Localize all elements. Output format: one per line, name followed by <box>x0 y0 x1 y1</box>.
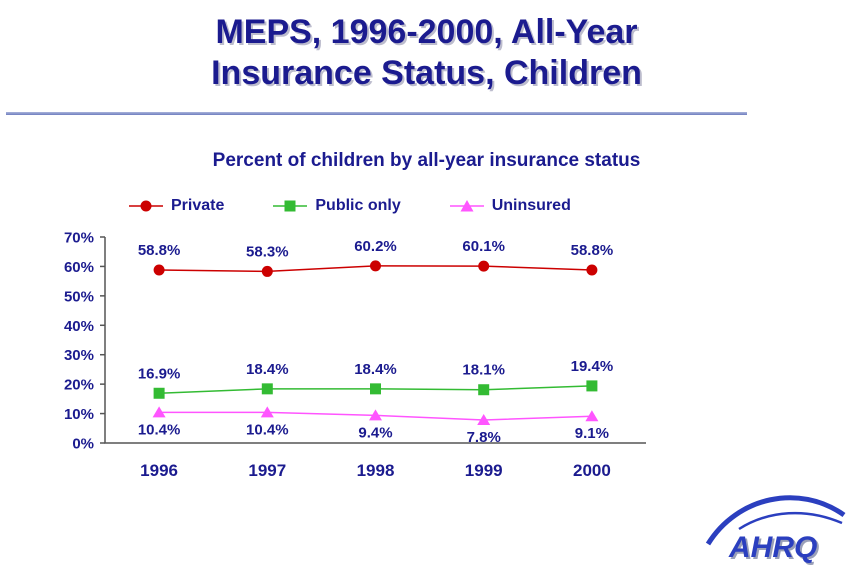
x-axis-label: 1996 <box>140 461 178 480</box>
ahrq-logo: AHRQ AHRQ <box>705 495 846 565</box>
data-label: 18.4% <box>246 361 289 378</box>
data-point <box>370 383 381 395</box>
logo-text: AHRQ <box>728 531 817 564</box>
y-axis-label: 30% <box>64 347 94 364</box>
logo-text-shadow: AHRQ <box>730 533 819 565</box>
series-line <box>159 385 592 395</box>
data-point <box>586 264 598 276</box>
x-axis-label: 2000 <box>573 461 611 480</box>
y-axis-label: 40% <box>64 318 94 335</box>
legend-item-public-only: Public only <box>272 197 401 215</box>
circle-marker-icon <box>129 200 163 212</box>
axes <box>104 237 646 444</box>
slide-title-line1: MEPS, 1996-2000, All-Year <box>215 13 638 51</box>
x-axis-label: 1998 <box>357 461 395 480</box>
series-line <box>159 265 592 273</box>
data-label: 16.9% <box>138 365 181 382</box>
legend: Private Public only Uninsured <box>128 197 571 215</box>
data-label: 9.1% <box>575 425 609 442</box>
series-line <box>159 411 592 421</box>
data-label: 7.8% <box>467 429 501 446</box>
y-axis-label: 10% <box>64 406 94 423</box>
y-axis-label: 60% <box>64 259 94 276</box>
data-label: 60.1% <box>462 238 505 255</box>
y-axis-label: 70% <box>64 230 94 247</box>
y-axis-label: 20% <box>64 377 94 394</box>
legend-label-uninsured: Uninsured <box>491 197 571 214</box>
data-point <box>370 260 381 272</box>
data-point <box>478 260 490 272</box>
x-axis-label: 1997 <box>248 461 286 480</box>
data-point <box>153 387 165 399</box>
data-point <box>585 410 599 422</box>
legend-item-private: Private <box>128 197 224 215</box>
data-label: 18.4% <box>354 361 397 378</box>
data-label: 10.4% <box>246 421 289 438</box>
data-point <box>477 414 491 426</box>
data-point <box>261 265 273 277</box>
data-point <box>478 384 490 396</box>
slide-title: MEPS, 1996-2000, All-Year Insurance Stat… <box>0 12 853 95</box>
legend-label-public-only: Public only <box>315 197 401 214</box>
data-point <box>152 406 166 418</box>
square-marker-icon <box>273 200 308 212</box>
triangle-marker-icon <box>449 200 484 212</box>
data-label: 58.8% <box>571 242 614 259</box>
data-point <box>260 406 274 418</box>
chart-title: Percent of children by all-year insuranc… <box>212 150 641 171</box>
data-label: 9.4% <box>358 424 392 441</box>
data-point <box>261 383 273 395</box>
data-point <box>153 264 165 276</box>
title-underline <box>6 112 747 115</box>
data-label: 58.8% <box>138 242 181 259</box>
y-axis-label: 0% <box>72 436 94 453</box>
logo-swoosh-small-icon <box>738 511 843 531</box>
y-axis-label: 50% <box>64 288 94 305</box>
data-point <box>586 380 598 392</box>
logo-swoosh-icon <box>705 495 846 546</box>
data-label: 60.2% <box>354 238 397 255</box>
data-label: 18.1% <box>462 362 505 379</box>
slide-title-line2: Insurance Status, Children <box>211 54 642 93</box>
legend-label-private: Private <box>171 197 225 214</box>
data-label: 19.4% <box>571 358 614 375</box>
data-label: 58.3% <box>246 243 289 260</box>
data-label: 10.4% <box>138 421 181 438</box>
data-point <box>369 409 382 421</box>
legend-item-uninsured: Uninsured <box>449 197 571 215</box>
x-axis-label: 1999 <box>465 461 503 480</box>
